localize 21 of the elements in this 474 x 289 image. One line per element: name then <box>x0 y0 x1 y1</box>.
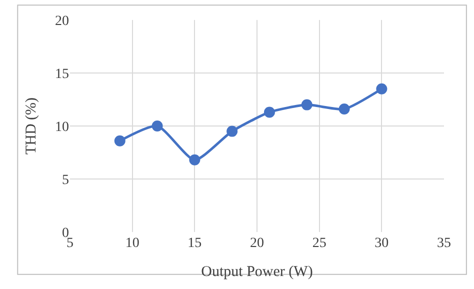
y-tick-label: 10 <box>55 120 69 135</box>
y-tick-label: 15 <box>55 66 69 82</box>
y-tick-label: 5 <box>62 172 69 188</box>
x-axis-title: Output Power (W) <box>201 264 313 280</box>
x-tick-label: 25 <box>312 236 326 251</box>
point <box>264 106 275 118</box>
x-tick-label: 35 <box>437 236 451 251</box>
x-tick-label: 15 <box>188 236 202 251</box>
x-tick-label: 20 <box>250 236 264 251</box>
x-tick-label: 10 <box>125 236 140 251</box>
point <box>376 83 388 94</box>
y-tick-label: 20 <box>55 14 69 29</box>
x-tick-label: 30 <box>374 236 389 251</box>
point <box>189 154 200 166</box>
point <box>152 120 163 132</box>
point <box>226 126 238 137</box>
y-axis-title: THD (%) <box>23 97 40 155</box>
point <box>114 135 126 146</box>
point <box>338 104 350 115</box>
point <box>301 99 312 110</box>
y-tick-label: 0 <box>62 226 69 241</box>
